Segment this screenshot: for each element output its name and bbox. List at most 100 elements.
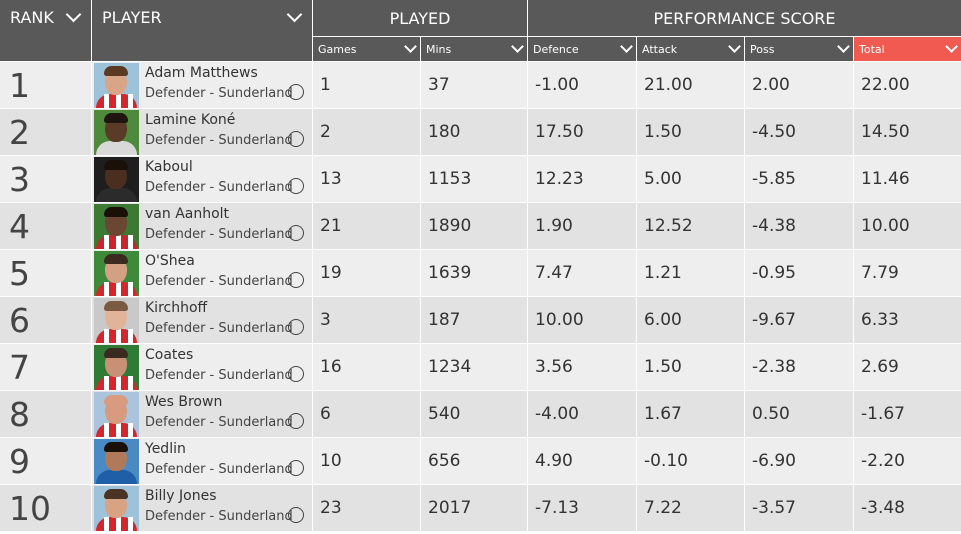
player-position-team: Defender - Sunderland [145,509,293,524]
player-name[interactable]: Lamine Koné [145,112,236,128]
poss-header-label: Poss [750,42,775,56]
chevron-down-icon [404,40,417,53]
poss-cell: -6.90 [745,438,853,484]
defence-header[interactable]: Defence [528,37,636,61]
player-cell: Kaboul Defender - Sunderland [92,156,312,202]
attack-cell: -0.10 [637,438,744,484]
table-row[interactable]: 4 van Aanholt Defender - Sunderland 21 1890 1… [0,203,961,250]
header-row-groups: RANK PLAYER PLAYED PERFORMANCE SCORE [0,0,961,61]
table-row[interactable]: 2 Lamine Koné Defender - Sunderland 2 180 17.… [0,109,961,156]
defence-cell: 3.56 [528,344,636,390]
total-cell: 7.79 [854,250,961,296]
rank-cell: 6 [0,297,91,343]
total-header[interactable]: Total [854,37,961,61]
player-name[interactable]: Adam Matthews [145,65,258,81]
total-cell: 14.50 [854,109,961,155]
player-name[interactable]: Yedlin [145,441,186,457]
defence-cell: 17.50 [528,109,636,155]
total-header-label: Total [859,42,885,56]
player-cell: Adam Matthews Defender - Sunderland [92,62,312,108]
table-row[interactable]: 8 Wes Brown Defender - Sunderland 6 540 -4.00… [0,391,961,438]
table-row[interactable]: 3 Kaboul Defender - Sunderland 13 1153 12.23 5… [0,156,961,203]
player-cell: Wes Brown Defender - Sunderland [92,391,312,437]
attack-cell: 7.22 [637,485,744,531]
select-player-radio[interactable] [288,131,304,147]
poss-cell: -4.38 [745,203,853,249]
chevron-down-icon [945,40,958,53]
defence-cell: 4.90 [528,438,636,484]
player-cell: van Aanholt Defender - Sunderland [92,203,312,249]
total-cell: -2.20 [854,438,961,484]
player-name[interactable]: Billy Jones [145,488,217,504]
poss-cell: 2.00 [745,62,853,108]
select-player-radio[interactable] [288,366,304,382]
select-player-radio[interactable] [288,225,304,241]
performance-group-label: PERFORMANCE SCORE [653,8,836,28]
total-cell: 22.00 [854,62,961,108]
player-photo [94,486,139,531]
chevron-down-icon [728,40,741,53]
player-photo [94,110,139,155]
select-player-radio[interactable] [288,319,304,335]
attack-cell: 1.67 [637,391,744,437]
player-name[interactable]: Coates [145,347,194,363]
games-cell: 1 [313,62,420,108]
poss-cell: -0.95 [745,250,853,296]
attack-cell: 1.21 [637,250,744,296]
attack-cell: 1.50 [637,109,744,155]
player-name[interactable]: Kaboul [145,159,193,175]
defence-cell: 1.90 [528,203,636,249]
player-position-team: Defender - Sunderland [145,274,293,289]
attack-cell: 1.50 [637,344,744,390]
mins-header[interactable]: Mins [421,37,527,61]
defence-cell: 7.47 [528,250,636,296]
mins-cell: 187 [421,297,527,343]
chevron-down-icon [837,40,850,53]
poss-cell: -4.50 [745,109,853,155]
player-position-team: Defender - Sunderland [145,86,293,101]
rank-header[interactable]: RANK [0,0,91,61]
select-player-radio[interactable] [288,178,304,194]
games-cell: 23 [313,485,420,531]
table-row[interactable]: 5 O'Shea Defender - Sunderland 19 1639 7.47 1.… [0,250,961,297]
select-player-radio[interactable] [288,460,304,476]
total-cell: -1.67 [854,391,961,437]
player-header[interactable]: PLAYER [92,0,312,61]
rank-cell: 4 [0,203,91,249]
chevron-down-icon [511,40,524,53]
table-row[interactable]: 10 Billy Jones Defender - Sunderland 23 2017… [0,485,961,532]
total-cell: 10.00 [854,203,961,249]
table-row[interactable]: 9 Yedlin Defender - Sunderland 10 656 4.90 -0.… [0,438,961,485]
games-header[interactable]: Games [313,37,420,61]
player-name[interactable]: Wes Brown [145,394,223,410]
player-name[interactable]: O'Shea [145,253,195,269]
select-player-radio[interactable] [288,84,304,100]
attack-header[interactable]: Attack [637,37,744,61]
player-cell: Coates Defender - Sunderland [92,344,312,390]
select-player-radio[interactable] [288,272,304,288]
select-player-radio[interactable] [288,413,304,429]
player-position-team: Defender - Sunderland [145,180,293,195]
player-cell: Billy Jones Defender - Sunderland [92,485,312,531]
player-name[interactable]: Kirchhoff [145,300,208,316]
games-cell: 6 [313,391,420,437]
total-cell: 6.33 [854,297,961,343]
table-row[interactable]: 7 Coates Defender - Sunderland 16 1234 3.56 1.… [0,344,961,391]
attack-header-label: Attack [642,42,678,56]
player-position-team: Defender - Sunderland [145,368,293,383]
mins-cell: 37 [421,62,527,108]
rank-cell: 2 [0,109,91,155]
games-cell: 13 [313,156,420,202]
player-position-team: Defender - Sunderland [145,415,293,430]
poss-cell: 0.50 [745,391,853,437]
player-name[interactable]: van Aanholt [145,206,230,222]
mins-cell: 1639 [421,250,527,296]
poss-header[interactable]: Poss [745,37,853,61]
select-player-radio[interactable] [288,507,304,523]
total-cell: 2.69 [854,344,961,390]
player-cell: Kirchhoff Defender - Sunderland [92,297,312,343]
table-row[interactable]: 6 Kirchhoff Defender - Sunderland 3 187 10.00… [0,297,961,344]
games-cell: 19 [313,250,420,296]
table-row[interactable]: 1 Adam Matthews Defender - Sunderland 1 37 -1… [0,62,961,109]
